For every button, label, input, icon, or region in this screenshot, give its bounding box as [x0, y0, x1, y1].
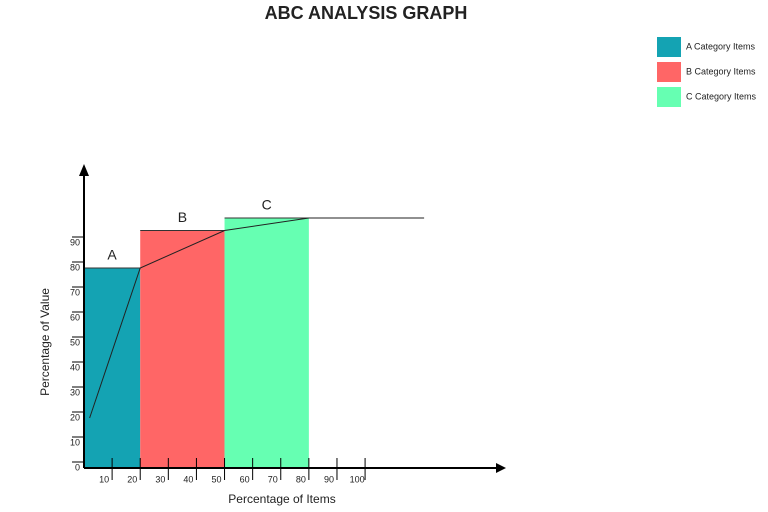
x-tick-label: 20 — [127, 474, 137, 484]
x-tick-label: 70 — [268, 474, 278, 484]
y-tick-label: 10 — [70, 437, 80, 447]
bar — [140, 230, 225, 468]
legend-swatch — [657, 37, 681, 57]
legend-swatch — [657, 62, 681, 82]
y-tick-label: 40 — [70, 362, 80, 372]
y-axis-label: Percentage of Value — [38, 288, 52, 396]
y-tick-label: 30 — [70, 387, 80, 397]
x-tick-label: 100 — [350, 474, 365, 484]
bar-label: B — [178, 209, 187, 225]
x-tick-label: 90 — [324, 474, 334, 484]
y-tick-label: 60 — [70, 312, 80, 322]
y-tick-label: 70 — [70, 287, 80, 297]
legend-label: A Category Items — [686, 41, 756, 51]
bar — [224, 218, 309, 468]
bar-label: A — [107, 247, 117, 263]
x-axis-arrow — [496, 463, 506, 473]
y-tick-label: 90 — [70, 237, 80, 247]
y-tick-label: 80 — [70, 262, 80, 272]
y-tick-label: 0 — [75, 462, 80, 472]
x-axis-label: Percentage of Items — [228, 492, 335, 506]
legend-label: B Category Items — [686, 66, 756, 76]
x-tick-label: 80 — [296, 474, 306, 484]
y-axis-arrow — [79, 164, 89, 176]
x-tick-label: 30 — [155, 474, 165, 484]
y-tick-label: 50 — [70, 337, 80, 347]
bar-label: C — [262, 197, 272, 213]
x-tick-label: 60 — [240, 474, 250, 484]
legend-label: C Category Items — [686, 91, 757, 101]
cumulative-line — [89, 217, 425, 419]
legend-swatch — [657, 87, 681, 107]
x-tick-label: 40 — [183, 474, 193, 484]
chart-title: ABC ANALYSIS GRAPH — [265, 3, 468, 23]
y-tick-label: 20 — [70, 412, 80, 422]
x-tick-label: 10 — [99, 474, 109, 484]
bar — [84, 268, 141, 468]
x-tick-label: 50 — [212, 474, 222, 484]
